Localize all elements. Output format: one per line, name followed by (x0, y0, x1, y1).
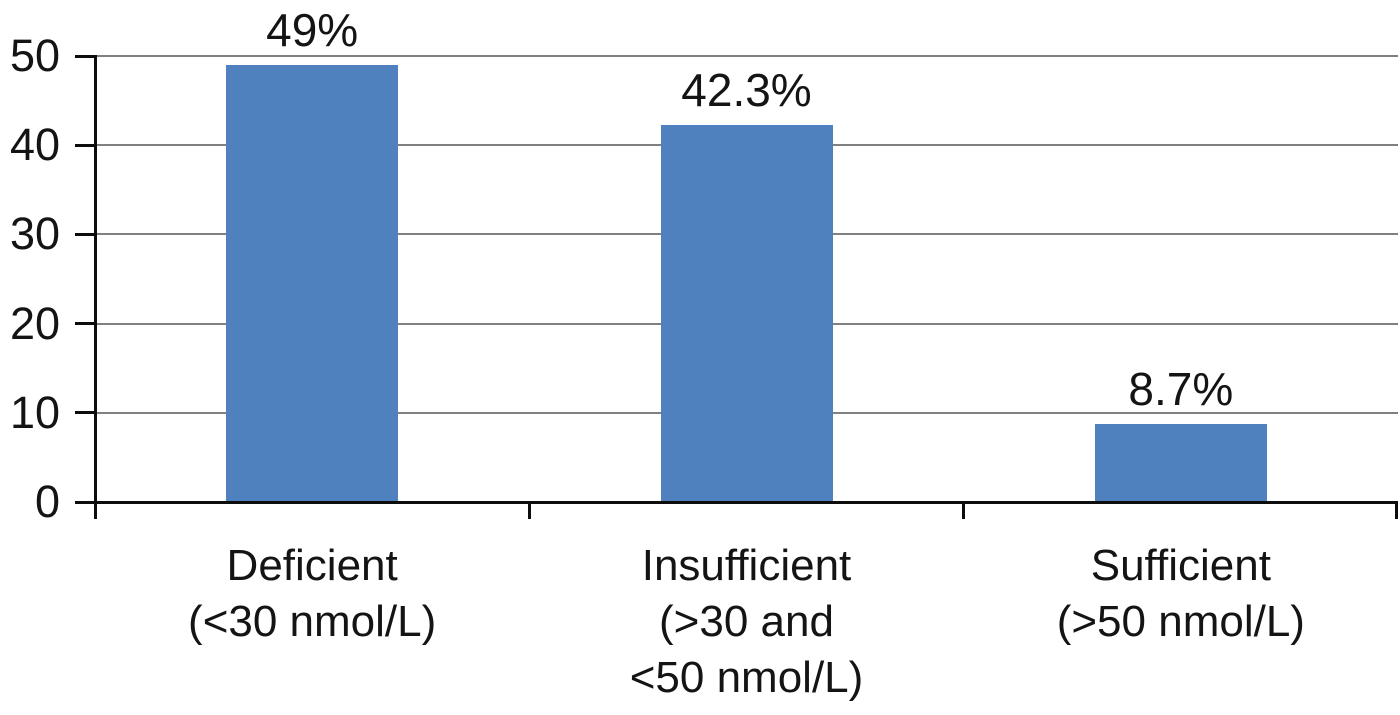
x-category-label-line: Deficient (226, 541, 398, 590)
x-category-label-line: (>50 nmol/L) (1056, 597, 1305, 646)
x-category-label-line: (<30 nmol/L) (188, 597, 437, 646)
x-category-label-line: (>30 and (659, 597, 834, 646)
x-axis-tick-2 (962, 502, 966, 519)
y-axis-tick-label-30: 30 (9, 208, 60, 260)
bar-value-label-1: 49% (266, 3, 359, 56)
bar-value-label-2: 42.3% (681, 63, 812, 116)
bar-2 (660, 124, 833, 502)
y-axis-tick-30 (75, 232, 96, 236)
x-axis-tick-1 (527, 502, 531, 519)
y-axis-tick-40 (75, 143, 96, 147)
y-axis-tick-50 (75, 54, 96, 58)
x-axis-tick-3 (1394, 502, 1398, 519)
x-category-label-line: Insufficient (641, 541, 852, 590)
y-axis-tick-label-20: 20 (9, 297, 60, 349)
y-axis-tick-10 (75, 411, 96, 415)
bar-value-label-3: 8.7% (1128, 363, 1234, 416)
x-category-label-line: <50 nmol/L) (629, 653, 864, 702)
y-axis-tick-20 (75, 322, 96, 326)
x-axis-tick-0 (93, 502, 97, 519)
bar-3 (1094, 424, 1267, 502)
x-category-label-line: Sufficient (1090, 541, 1271, 590)
y-axis-tick-label-10: 10 (9, 386, 60, 438)
y-axis-line (94, 55, 97, 519)
x-category-label-1: Deficient (<30 nmol/L) (188, 538, 436, 650)
x-category-label-3: Sufficient (>50 nmol/L) (1057, 538, 1305, 650)
y-axis-tick-0 (75, 500, 96, 504)
gridline-50 (95, 55, 1398, 57)
x-axis-line (94, 501, 1398, 504)
bar-1 (226, 64, 399, 502)
y-axis-tick-label-40: 40 (9, 119, 60, 171)
y-axis-tick-label-0: 0 (34, 476, 60, 527)
x-category-label-2: Insufficient (>30 and <50 nmol/L) (630, 538, 864, 706)
y-axis-tick-label-50: 50 (9, 30, 60, 81)
